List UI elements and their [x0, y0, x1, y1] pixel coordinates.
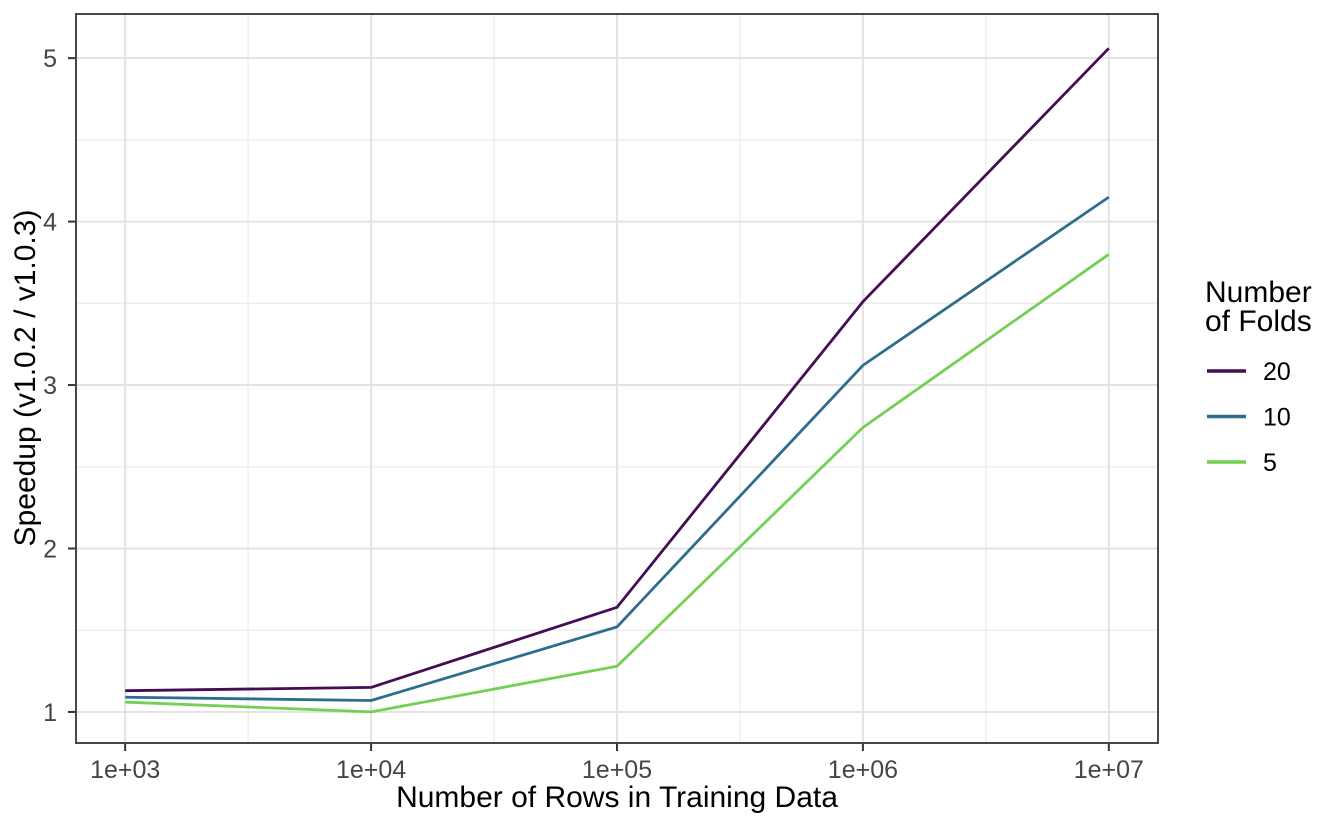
grid-layer	[76, 14, 1158, 743]
x-tick-label: 1e+03	[90, 756, 160, 784]
series-layer	[125, 47, 1110, 714]
x-tick-label: 1e+04	[336, 756, 406, 784]
panel-border	[75, 13, 1159, 744]
y-axis-title: Speedup (v1.0.2 / v1.0.3)	[9, 210, 42, 547]
legend-title-line-1: Number	[1205, 276, 1312, 309]
y-tick-label: 5	[43, 45, 57, 73]
series-line-folds-20	[125, 47, 1110, 693]
x-tick-label: 1e+07	[1074, 756, 1144, 784]
series-line-folds-10	[125, 195, 1110, 702]
x-axis-title: Number of Rows in Training Data	[396, 781, 838, 814]
y-tick-label: 2	[43, 535, 57, 563]
y-tick-label: 1	[43, 699, 57, 727]
x-tick-label: 1e+05	[582, 756, 652, 784]
legend-entry-label-5: 5	[1263, 449, 1277, 477]
axis-ticks-layer: 1e+03 1e+04 1e+05 1e+06 1e+07 1 2 3 4 5	[43, 45, 1144, 784]
legend-title-line-2: of Folds	[1205, 305, 1312, 338]
y-tick-label: 3	[43, 372, 57, 400]
legend: Number of Folds 20 10 5	[1205, 276, 1312, 477]
series-line-folds-5	[125, 253, 1110, 714]
legend-entry-label-20: 20	[1263, 358, 1291, 386]
x-tick-label: 1e+06	[828, 756, 898, 784]
legend-entry-label-10: 10	[1263, 404, 1291, 432]
legend-entries: 20 10 5	[1207, 358, 1291, 477]
y-tick-label: 4	[43, 209, 57, 237]
